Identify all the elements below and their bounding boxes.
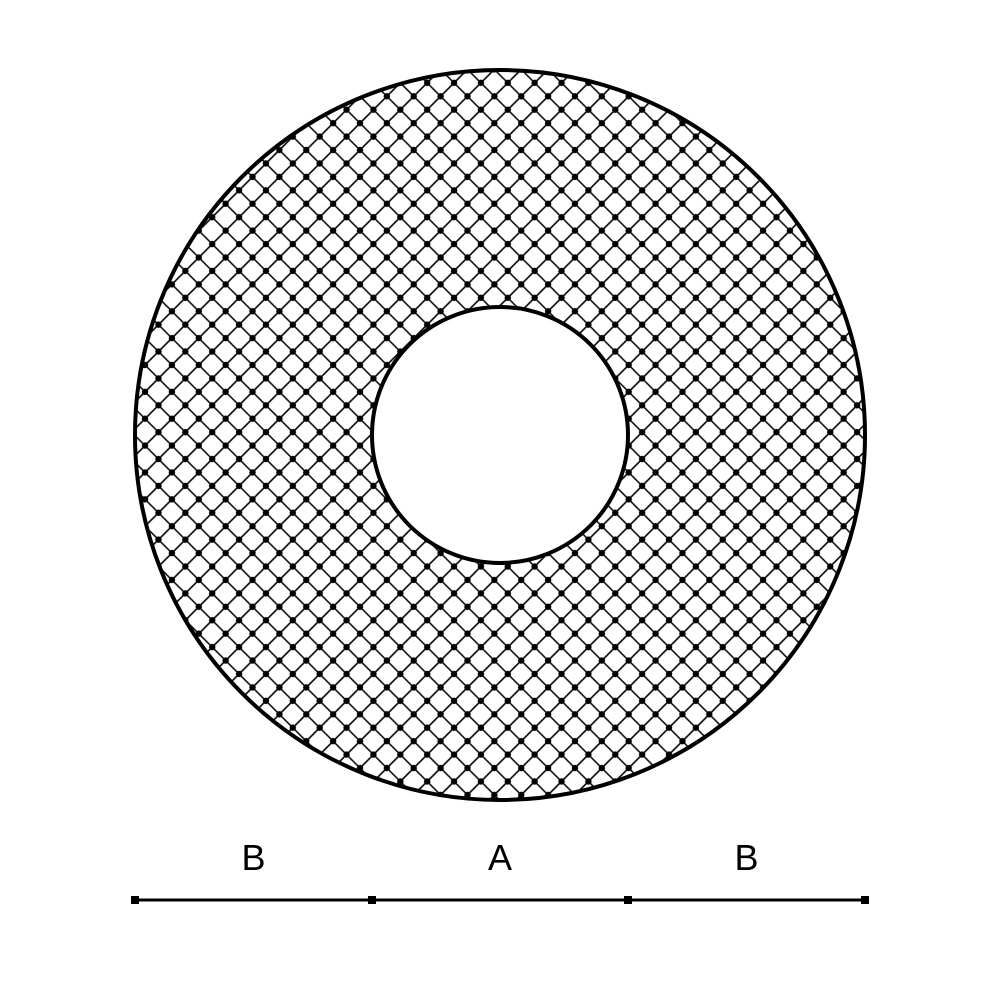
dimension-label-a: A: [488, 837, 512, 878]
dimension-label-b-left: B: [241, 837, 265, 878]
dimension-label-b-right: B: [734, 837, 758, 878]
annulus-cross-section-diagram: B A B: [0, 0, 1000, 1000]
